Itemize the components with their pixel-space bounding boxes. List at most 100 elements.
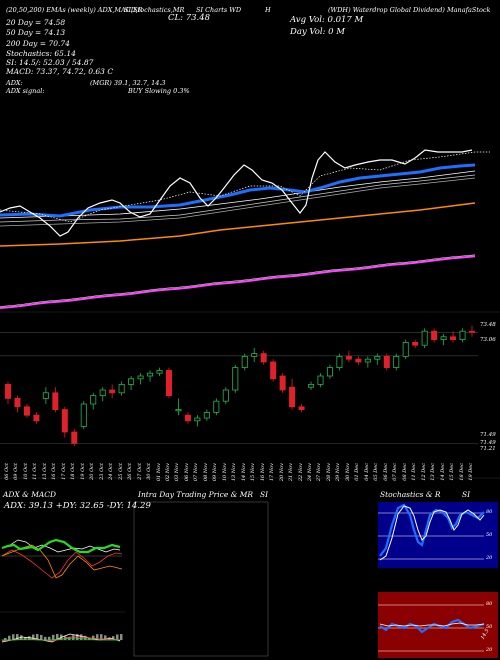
date-tick-label: 22 Nov (297, 463, 304, 482)
candle-body (393, 355, 400, 368)
adx-mgr-values: (MGR) 39.1, 32.7, 14.3 (90, 79, 166, 87)
avg-vol-label: Avg Vol: 0.017 M (290, 15, 364, 25)
stoch-tick-80: 80 (486, 509, 493, 515)
candle-body (317, 375, 324, 385)
stoch-panel-si: SI (462, 490, 471, 499)
candle-body (137, 375, 144, 380)
day-vol-label: Day Vol: 0 M (290, 27, 345, 37)
date-tick-label: 19 Dec (468, 463, 474, 481)
macd-histogram-bar (72, 635, 75, 640)
candle-body (402, 341, 409, 357)
adx-white-line (1, 539, 121, 553)
date-tick-label: 08 Dec (401, 463, 408, 481)
candle-body (194, 417, 201, 422)
candle-body (440, 336, 447, 340)
candle-body (42, 392, 49, 399)
candle-body (156, 369, 163, 374)
candle-body (383, 355, 390, 368)
candle-body (5, 383, 11, 399)
date-tick-label: 30 Oct (146, 463, 153, 480)
candle-body (232, 367, 239, 391)
candle-body (364, 358, 371, 363)
candle-body (421, 330, 428, 346)
buy-signal-label: BUY Slowing 0.3% (128, 87, 190, 95)
date-tick-label: 14 Dec (439, 463, 446, 481)
date-tick-label: 20 Oct (89, 463, 96, 480)
date-tick-label: 04 Dec (363, 463, 370, 481)
ema20-label: 20 Day = 74.58 (6, 18, 66, 27)
ema200-line-outline (0, 254, 476, 307)
ema50-label: 50 Day = 74.13 (6, 28, 66, 37)
date-tick-label: 07 Nov (193, 463, 200, 482)
ema-gray-line-2 (0, 174, 476, 223)
date-tick-label: 16 Nov (259, 463, 266, 482)
date-tick-label: 27 Oct (136, 463, 143, 480)
adx-label: ADX: (6, 79, 23, 87)
date-tick-label: 23 Oct (98, 463, 105, 480)
candle-body (279, 375, 286, 391)
ema200-label: 200 Day = 70.74 (6, 39, 70, 48)
date-tick-label: 30 Nov (344, 463, 351, 482)
date-tick-label: 13 Dec (430, 463, 437, 481)
candle-body (412, 341, 419, 346)
date-tick-label: 18 Oct (70, 463, 77, 480)
price-tick-3: 71.49 (480, 432, 496, 438)
candle-body (147, 372, 154, 377)
candle-body (222, 389, 229, 402)
date-tick-label: 29 Nov (335, 463, 342, 482)
candle-body (118, 383, 125, 394)
date-tick-label: 10 Nov (221, 463, 228, 482)
date-tick-label: 25 Oct (117, 463, 124, 480)
header-line1-right: (WDH) Waterdrop Global Dividend) ManafaS… (328, 6, 491, 14)
candle-body (450, 336, 457, 340)
date-tick-label: 10 Oct (22, 463, 29, 480)
price-line (0, 149, 473, 237)
date-tick-label: 06 Oct (4, 463, 10, 480)
candle-body (52, 392, 59, 410)
intraday-panel-si: SI (260, 490, 269, 499)
candle-body (109, 389, 116, 394)
macd-histogram-bar (20, 635, 23, 640)
candle-body (23, 406, 30, 416)
macd-histogram-bar (96, 634, 99, 640)
stoch-white-line (379, 505, 485, 561)
rsi-blue-line (379, 618, 485, 634)
date-tick-label: 11 Oct (32, 463, 39, 480)
macd-histogram-bar (112, 636, 115, 640)
candle-body (71, 431, 78, 444)
stochastics-label: Stochastics: 65.14 (6, 49, 76, 58)
macd-histogram-bar (48, 636, 51, 640)
candle-body (61, 409, 68, 433)
date-tick-label: 13 Oct (41, 463, 48, 480)
date-tick-label: 21 Nov (288, 463, 295, 482)
intraday-panel-title: Intra Day Trading Price & MR (138, 490, 254, 499)
si-label: SI: 14.5/: 52.03 / 54.87 (6, 58, 94, 67)
date-tick-label: 18 Dec (458, 463, 465, 481)
date-tick-label: 07 Dec (392, 463, 399, 481)
candle-body (345, 355, 352, 360)
intraday-panel-box (133, 501, 269, 657)
date-tick-label: 09 Oct (13, 463, 20, 480)
stoch-panel-title: Stochastics & R (380, 490, 441, 499)
candle-body (336, 355, 343, 368)
date-tick-label: 26 Oct (127, 463, 134, 480)
ema200-line (0, 255, 476, 309)
ema-dotted-line (0, 151, 490, 223)
date-tick-label: 28 Nov (325, 463, 332, 482)
candle-body (251, 353, 258, 357)
rsi-tick-50: 50 (486, 624, 493, 630)
date-tick-label: 02 Nov (164, 463, 171, 482)
macd-histogram-bar (8, 635, 11, 640)
date-tick-label: 08 Nov (202, 463, 209, 482)
candle-body (326, 367, 333, 377)
date-tick-label: 06 Dec (382, 463, 389, 481)
adx-panel-title: ADX & MACD (3, 490, 57, 499)
adx-panel-values: ADX: 39.13 +DY: 32.65 -DY: 14.29 (4, 501, 151, 511)
price-tick-2: 73.06 (480, 337, 496, 343)
candle-body (128, 378, 135, 385)
date-tick-label: 15 Dec (449, 463, 456, 481)
rsi-tick-80: 80 (486, 601, 493, 607)
macd-histogram-bar (16, 634, 19, 640)
date-tick-label: 01 Nov (155, 463, 162, 482)
candle-body (14, 397, 21, 408)
